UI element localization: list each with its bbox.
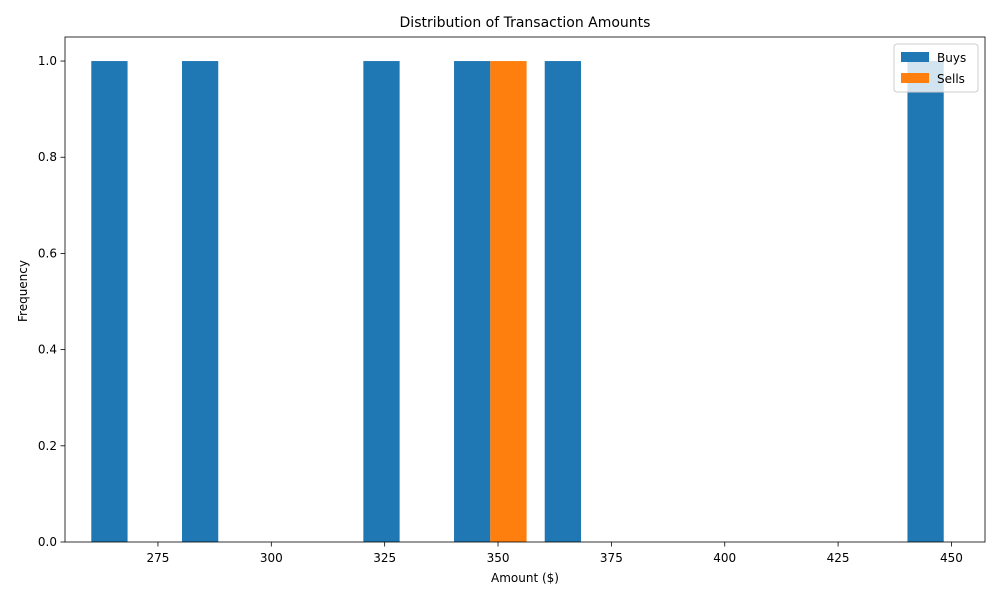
x-tick-label: 325 — [373, 551, 396, 565]
legend-swatch-buys — [901, 52, 929, 62]
bar-buys-4 — [544, 61, 581, 543]
x-tick-label: 400 — [713, 551, 736, 565]
x-tick-label: 275 — [146, 551, 169, 565]
bar-buys-3 — [454, 61, 491, 543]
x-tick-label: 425 — [827, 551, 850, 565]
bar-sells-0 — [490, 61, 527, 543]
legend-label-buys: Buys — [937, 51, 966, 65]
y-tick-label: 0.0 — [38, 535, 57, 549]
y-tick-label: 0.2 — [38, 439, 57, 453]
legend: Buys Sells — [893, 43, 979, 93]
x-tick-label: 450 — [940, 551, 963, 565]
y-tick-label: 0.6 — [38, 246, 57, 260]
bar-buys-1 — [181, 61, 219, 543]
plot-area: 275 300 325 350 375 400 425 450 0.0 0.2 0.4 0.6 0.8 1… — [38, 36, 986, 565]
axes-frame — [64, 36, 986, 543]
bar-buys-2 — [363, 61, 400, 543]
x-tick-label: 375 — [600, 551, 623, 565]
x-axis-label: Amount ($) — [491, 571, 559, 585]
y-tick-label: 1.0 — [38, 54, 57, 68]
y-tick-label: 0.4 — [38, 343, 57, 357]
chart-title: Distribution of Transaction Amounts — [400, 15, 651, 31]
y-axis-label: Frequency — [16, 260, 30, 322]
y-tick-label: 0.8 — [38, 150, 57, 164]
bar-buys-0 — [91, 61, 128, 543]
x-tick-label: 350 — [487, 551, 510, 565]
legend-swatch-sells — [901, 73, 929, 83]
bar-buys-5 — [907, 61, 944, 543]
x-tick-label: 300 — [260, 551, 283, 565]
legend-label-sells: Sells — [937, 72, 965, 86]
